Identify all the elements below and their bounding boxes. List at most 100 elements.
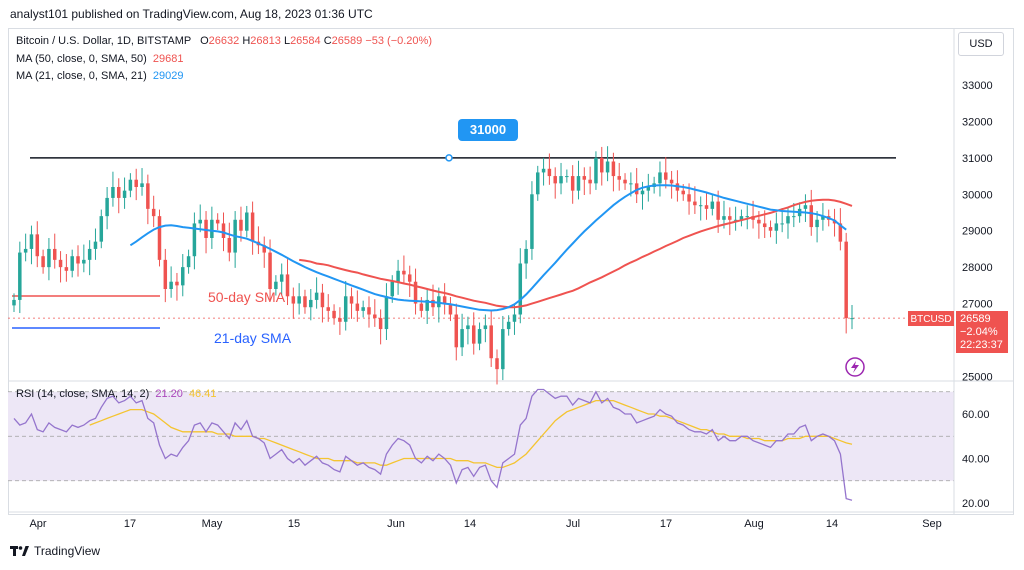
candle-body[interactable] — [815, 219, 819, 228]
resistance-anchor[interactable] — [445, 154, 453, 162]
candle-body[interactable] — [64, 267, 69, 271]
candle-body[interactable] — [47, 248, 51, 268]
candle-body[interactable] — [780, 223, 784, 225]
candle-body[interactable] — [419, 303, 424, 311]
candle-body[interactable] — [390, 281, 395, 297]
candle-body[interactable] — [76, 256, 80, 264]
candle-body[interactable] — [87, 248, 92, 260]
candle-body[interactable] — [710, 201, 715, 209]
candle-body[interactable] — [844, 241, 848, 319]
currency-button[interactable]: USD — [958, 32, 1004, 56]
candle-body[interactable] — [530, 194, 534, 249]
candle-body[interactable] — [646, 187, 651, 191]
candle-body[interactable] — [338, 318, 342, 322]
candle-body[interactable] — [536, 172, 540, 195]
candle-body[interactable] — [786, 216, 790, 224]
candle-body[interactable] — [629, 183, 633, 185]
candle-body[interactable] — [291, 296, 296, 304]
candle-body[interactable] — [309, 299, 313, 308]
candle-body[interactable] — [658, 172, 662, 184]
candle-body[interactable] — [768, 227, 773, 231]
candle-body[interactable] — [29, 234, 34, 249]
candle-body[interactable] — [122, 190, 127, 198]
candle-body[interactable] — [501, 329, 505, 370]
candle-body[interactable] — [262, 245, 266, 253]
candle-body[interactable] — [547, 168, 552, 177]
candle-body[interactable] — [570, 176, 575, 191]
candle-body[interactable] — [524, 248, 528, 264]
tradingview-footer[interactable]: TradingView — [10, 544, 100, 558]
candle-body[interactable] — [664, 172, 668, 180]
candle-body[interactable] — [320, 292, 325, 308]
candle-body[interactable] — [506, 321, 511, 330]
candle-body[interactable] — [99, 216, 104, 242]
candle-body[interactable] — [605, 161, 610, 173]
candle-body[interactable] — [41, 256, 45, 268]
candle-body[interactable] — [192, 223, 197, 257]
candle-body[interactable] — [151, 208, 156, 217]
candle-body[interactable] — [396, 270, 400, 282]
candle-body[interactable] — [355, 303, 360, 311]
candle-body[interactable] — [838, 223, 843, 242]
candle-body[interactable] — [448, 303, 453, 315]
candle-body[interactable] — [442, 296, 447, 304]
candle-body[interactable] — [471, 325, 476, 344]
candle-body[interactable] — [332, 310, 336, 319]
candle-body[interactable] — [477, 329, 482, 344]
resistance-badge[interactable] — [458, 119, 518, 141]
candle-body[interactable] — [70, 256, 74, 271]
candle-body[interactable] — [227, 238, 232, 253]
candle-body[interactable] — [221, 223, 226, 238]
candle-body[interactable] — [757, 219, 761, 224]
candle-body[interactable] — [565, 176, 569, 178]
candle-body[interactable] — [163, 259, 168, 289]
candle-body[interactable] — [117, 187, 121, 198]
candle-body[interactable] — [239, 219, 243, 231]
candle-body[interactable] — [146, 183, 150, 209]
candle-body[interactable] — [128, 179, 133, 191]
candle-body[interactable] — [809, 205, 814, 228]
candle-body[interactable] — [378, 318, 383, 330]
candle-body[interactable] — [437, 296, 441, 308]
candle-body[interactable] — [58, 259, 63, 268]
candle-body[interactable] — [821, 216, 825, 220]
candle-body[interactable] — [640, 190, 645, 195]
candle-body[interactable] — [803, 205, 808, 209]
candle-body[interactable] — [384, 296, 389, 330]
candle-body[interactable] — [594, 157, 598, 184]
candle-body[interactable] — [343, 296, 348, 322]
candle-body[interactable] — [250, 212, 255, 242]
candle-body[interactable] — [553, 176, 557, 184]
candle-body[interactable] — [466, 325, 470, 330]
candle-body[interactable] — [326, 307, 330, 311]
candle-body[interactable] — [373, 314, 377, 319]
candle-body[interactable] — [274, 281, 278, 289]
candle-body[interactable] — [35, 234, 40, 257]
candle-body[interactable] — [693, 201, 697, 206]
candle-body[interactable] — [728, 216, 732, 220]
candle-body[interactable] — [483, 325, 488, 330]
candle-body[interactable] — [634, 183, 639, 195]
candle-body[interactable] — [460, 329, 464, 348]
candle-body[interactable] — [489, 325, 493, 359]
candle-body[interactable] — [215, 219, 220, 224]
candle-body[interactable] — [111, 187, 115, 198]
candle-body[interactable] — [186, 256, 191, 268]
candle-body[interactable] — [774, 223, 779, 231]
candle-body[interactable] — [23, 248, 28, 253]
candle-body[interactable] — [495, 358, 499, 370]
candle-body[interactable] — [745, 216, 749, 218]
candle-body[interactable] — [431, 299, 435, 308]
candle-body[interactable] — [617, 176, 621, 180]
candle-body[interactable] — [245, 212, 249, 231]
candle-body[interactable] — [314, 292, 319, 300]
candle-body[interactable] — [623, 179, 627, 184]
candle-body[interactable] — [210, 219, 214, 238]
candle-body[interactable] — [198, 219, 202, 224]
candle-body[interactable] — [425, 299, 429, 311]
candle-body[interactable] — [722, 216, 726, 220]
candle-body[interactable] — [105, 197, 109, 217]
candle-body[interactable] — [669, 179, 674, 184]
candle-body[interactable] — [704, 205, 709, 209]
candle-body[interactable] — [349, 296, 354, 304]
